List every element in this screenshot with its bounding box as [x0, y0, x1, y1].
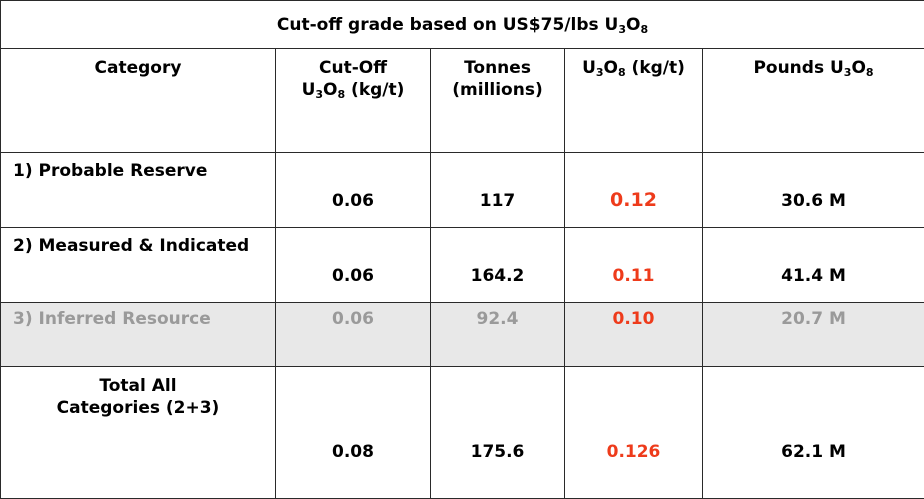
table-title: Cut-off grade based on US$75/lbs U3O8 [1, 1, 924, 49]
header-cutoff-sub3: 3 [315, 88, 323, 101]
total-category-line1: Total All [1, 375, 275, 397]
table-title-row: Cut-off grade based on US$75/lbs U3O8 [1, 1, 924, 49]
header-grade-unit: (kg/t) [626, 58, 685, 78]
header-cutoff: Cut-Off U3O8 (kg/t) [276, 49, 431, 153]
row-cutoff: 0.06 [276, 153, 431, 228]
header-pounds: Pounds U3O8 [703, 49, 924, 153]
table-row-inferred: 3) Inferred Resource 0.06 92.4 0.10 20.7… [1, 303, 924, 367]
total-pounds: 62.1 M [703, 367, 924, 499]
header-tonnes-line2: (millions) [431, 79, 564, 101]
row-tonnes: 117 [431, 153, 565, 228]
row-category: 3) Inferred Resource [1, 303, 276, 367]
header-category-text: Category [95, 58, 182, 78]
header-cutoff-unit: (kg/t) [345, 80, 404, 100]
title-oxygen: O [626, 15, 640, 35]
total-row: Total All Categories (2+3) 0.08 175.6 0.… [1, 367, 924, 499]
row-tonnes: 92.4 [431, 303, 565, 367]
table-title-text: Cut-off grade based on US$75/lbs U [277, 15, 618, 35]
row-grade: 0.11 [565, 228, 703, 303]
row-pounds: 41.4 M [703, 228, 924, 303]
row-category: 2) Measured & Indicated [1, 228, 276, 303]
header-category: Category [1, 49, 276, 153]
total-tonnes: 175.6 [431, 367, 565, 499]
header-cutoff-u: U [302, 80, 316, 100]
header-row: Category Cut-Off U3O8 (kg/t) Tonnes (mil… [1, 49, 924, 153]
header-tonnes: Tonnes (millions) [431, 49, 565, 153]
total-cutoff: 0.08 [276, 367, 431, 499]
header-pounds-text: Pounds U [753, 58, 843, 78]
header-pounds-sub8: 8 [866, 66, 874, 79]
row-category: 1) Probable Reserve [1, 153, 276, 228]
row-cutoff: 0.06 [276, 228, 431, 303]
row-pounds: 30.6 M [703, 153, 924, 228]
header-grade-sub3: 3 [596, 66, 604, 79]
header-cutoff-sub8: 8 [337, 88, 345, 101]
total-category: Total All Categories (2+3) [1, 367, 276, 499]
total-category-line2: Categories (2+3) [1, 397, 275, 419]
header-tonnes-line1: Tonnes [431, 57, 564, 79]
title-subscript-3: 3 [618, 23, 626, 36]
header-grade-u: U [582, 58, 596, 78]
header-grade: U3O8 (kg/t) [565, 49, 703, 153]
row-pounds: 20.7 M [703, 303, 924, 367]
table-row: 2) Measured & Indicated 0.06 164.2 0.11 … [1, 228, 924, 303]
row-tonnes: 164.2 [431, 228, 565, 303]
header-grade-o: O [604, 58, 618, 78]
row-cutoff: 0.06 [276, 303, 431, 367]
row-grade: 0.10 [565, 303, 703, 367]
header-grade-sub8: 8 [618, 66, 626, 79]
row-grade: 0.12 [565, 153, 703, 228]
table-row: 1) Probable Reserve 0.06 117 0.12 30.6 M [1, 153, 924, 228]
title-subscript-8: 8 [640, 23, 648, 36]
header-pounds-o: O [851, 58, 865, 78]
header-cutoff-line2: U3O8 (kg/t) [276, 79, 430, 101]
header-cutoff-line1: Cut-Off [276, 57, 430, 79]
header-cutoff-o: O [323, 80, 337, 100]
total-grade: 0.126 [565, 367, 703, 499]
